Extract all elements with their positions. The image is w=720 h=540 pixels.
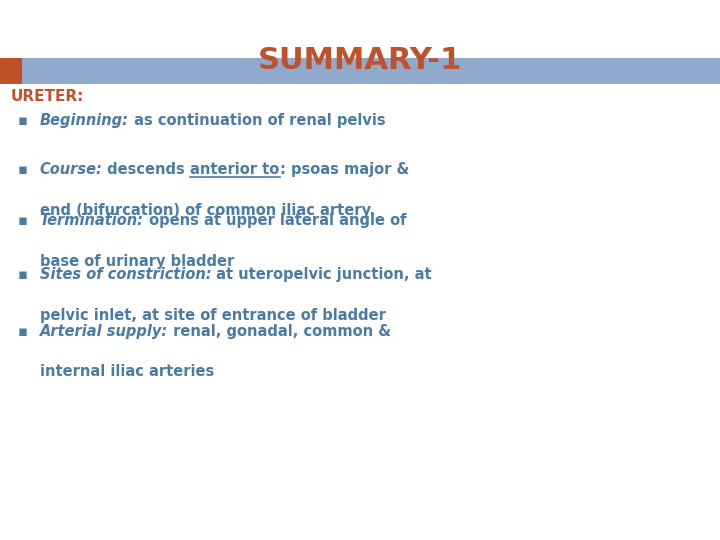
Text: base of urinary bladder: base of urinary bladder xyxy=(40,254,234,269)
Text: as continuation of renal pelvis: as continuation of renal pelvis xyxy=(129,113,385,129)
Text: opens at upper lateral angle of: opens at upper lateral angle of xyxy=(143,213,406,228)
Text: ▪: ▪ xyxy=(18,213,28,228)
Text: renal, gonadal, common &: renal, gonadal, common & xyxy=(168,324,391,339)
Text: pelvic inlet, at site of entrance of bladder: pelvic inlet, at site of entrance of bla… xyxy=(40,308,385,323)
Text: descends: descends xyxy=(102,162,190,177)
Text: Beginning:: Beginning: xyxy=(40,113,129,129)
Text: Course:: Course: xyxy=(40,162,102,177)
Text: : psoas major &: : psoas major & xyxy=(279,162,409,177)
Text: end (bifurcation) of common iliac artery.: end (bifurcation) of common iliac artery… xyxy=(40,202,375,218)
Text: SUMMARY-1: SUMMARY-1 xyxy=(258,46,462,75)
Text: URETER:: URETER: xyxy=(11,89,84,104)
Text: anterior to: anterior to xyxy=(190,162,279,177)
Text: at uteropelvic junction, at: at uteropelvic junction, at xyxy=(211,267,432,282)
Text: Termination:: Termination: xyxy=(40,213,143,228)
Text: Sites of constriction:: Sites of constriction: xyxy=(40,267,211,282)
Text: ▪: ▪ xyxy=(18,324,28,339)
Text: internal iliac arteries: internal iliac arteries xyxy=(40,364,214,380)
Text: ▪: ▪ xyxy=(18,162,28,177)
Text: Arterial supply:: Arterial supply: xyxy=(40,324,168,339)
Text: ▪: ▪ xyxy=(18,113,28,129)
Text: ▪: ▪ xyxy=(18,267,28,282)
